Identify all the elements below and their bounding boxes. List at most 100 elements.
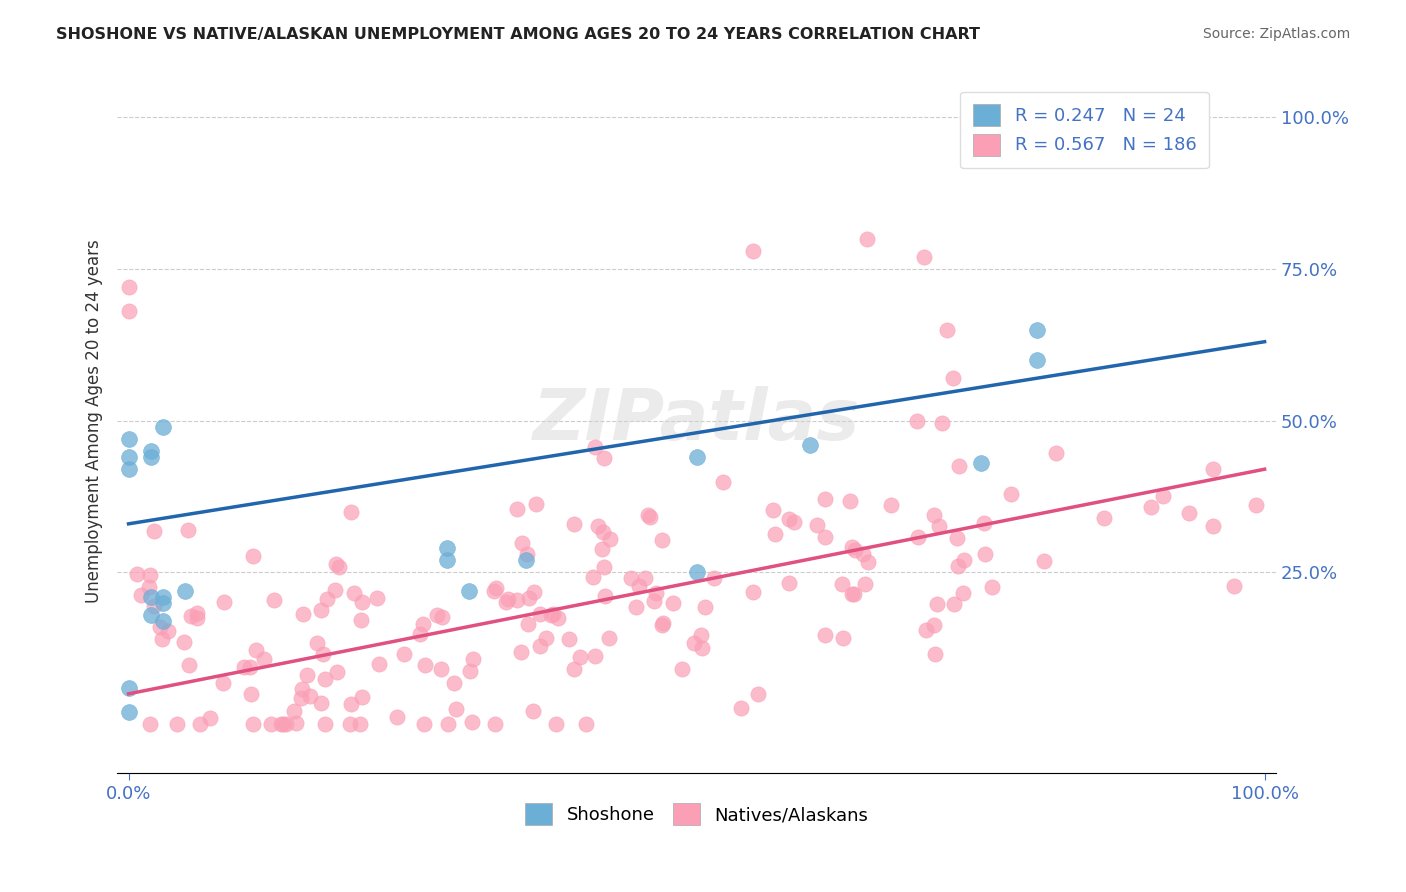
- Point: [186, 606, 208, 620]
- Point: [593, 589, 616, 603]
- Point: [637, 508, 659, 522]
- Point: [814, 627, 837, 641]
- Point: [547, 611, 569, 625]
- Point: [974, 547, 997, 561]
- Point: [367, 657, 389, 671]
- Point: [339, 717, 361, 731]
- Point: [463, 652, 485, 666]
- Point: [211, 675, 233, 690]
- Point: [524, 497, 547, 511]
- Point: [117, 450, 139, 464]
- Point: [139, 568, 162, 582]
- Point: [928, 518, 950, 533]
- Point: [506, 502, 529, 516]
- Point: [325, 557, 347, 571]
- Point: [588, 519, 610, 533]
- Point: [271, 717, 294, 731]
- Point: [430, 610, 453, 624]
- Point: [174, 583, 197, 598]
- Point: [1026, 353, 1049, 368]
- Point: [117, 432, 139, 446]
- Point: [270, 717, 292, 731]
- Point: [582, 570, 605, 584]
- Point: [177, 657, 200, 672]
- Point: [157, 624, 180, 638]
- Point: [634, 571, 657, 585]
- Point: [117, 462, 139, 476]
- Point: [969, 456, 991, 470]
- Point: [444, 702, 467, 716]
- Point: [671, 662, 693, 676]
- Point: [540, 607, 562, 622]
- Point: [233, 660, 256, 674]
- Point: [152, 590, 174, 604]
- Point: [651, 618, 673, 632]
- Point: [342, 586, 364, 600]
- Point: [562, 516, 585, 531]
- Point: [458, 583, 481, 598]
- Point: [297, 668, 319, 682]
- Point: [458, 665, 481, 679]
- Point: [180, 609, 202, 624]
- Point: [814, 530, 837, 544]
- Point: [831, 577, 853, 591]
- Point: [515, 553, 537, 567]
- Point: [762, 502, 785, 516]
- Point: [152, 614, 174, 628]
- Point: [711, 475, 734, 489]
- Point: [643, 593, 665, 607]
- Point: [413, 657, 436, 672]
- Point: [412, 616, 434, 631]
- Point: [564, 662, 586, 676]
- Point: [593, 560, 616, 574]
- Point: [138, 581, 160, 595]
- Point: [685, 566, 707, 580]
- Point: [558, 632, 581, 646]
- Point: [856, 555, 879, 569]
- Point: [510, 645, 533, 659]
- Point: [1178, 506, 1201, 520]
- Point: [1202, 461, 1225, 475]
- Point: [516, 617, 538, 632]
- Point: [436, 541, 458, 555]
- Point: [117, 681, 139, 695]
- Point: [429, 662, 451, 676]
- Point: [1152, 489, 1174, 503]
- Point: [652, 615, 675, 630]
- Point: [841, 540, 863, 554]
- Point: [349, 717, 371, 731]
- Point: [1202, 519, 1225, 533]
- Point: [350, 613, 373, 627]
- Point: [1000, 487, 1022, 501]
- Point: [409, 626, 432, 640]
- Point: [1045, 446, 1067, 460]
- Point: [905, 414, 928, 428]
- Point: [645, 586, 668, 600]
- Point: [620, 571, 643, 585]
- Point: [690, 640, 713, 655]
- Point: [173, 635, 195, 649]
- Point: [177, 523, 200, 537]
- Point: [536, 631, 558, 645]
- Point: [141, 590, 163, 604]
- Point: [315, 592, 337, 607]
- Point: [627, 579, 650, 593]
- Point: [242, 549, 264, 563]
- Point: [683, 636, 706, 650]
- Point: [495, 595, 517, 609]
- Point: [290, 691, 312, 706]
- Point: [592, 450, 614, 465]
- Point: [839, 494, 862, 508]
- Point: [935, 322, 957, 336]
- Point: [328, 560, 350, 574]
- Point: [117, 280, 139, 294]
- Point: [813, 492, 835, 507]
- Point: [690, 628, 713, 642]
- Point: [907, 530, 929, 544]
- Point: [141, 607, 163, 622]
- Point: [742, 244, 765, 258]
- Point: [437, 717, 460, 731]
- Point: [366, 591, 388, 605]
- Point: [924, 647, 946, 661]
- Point: [832, 631, 855, 645]
